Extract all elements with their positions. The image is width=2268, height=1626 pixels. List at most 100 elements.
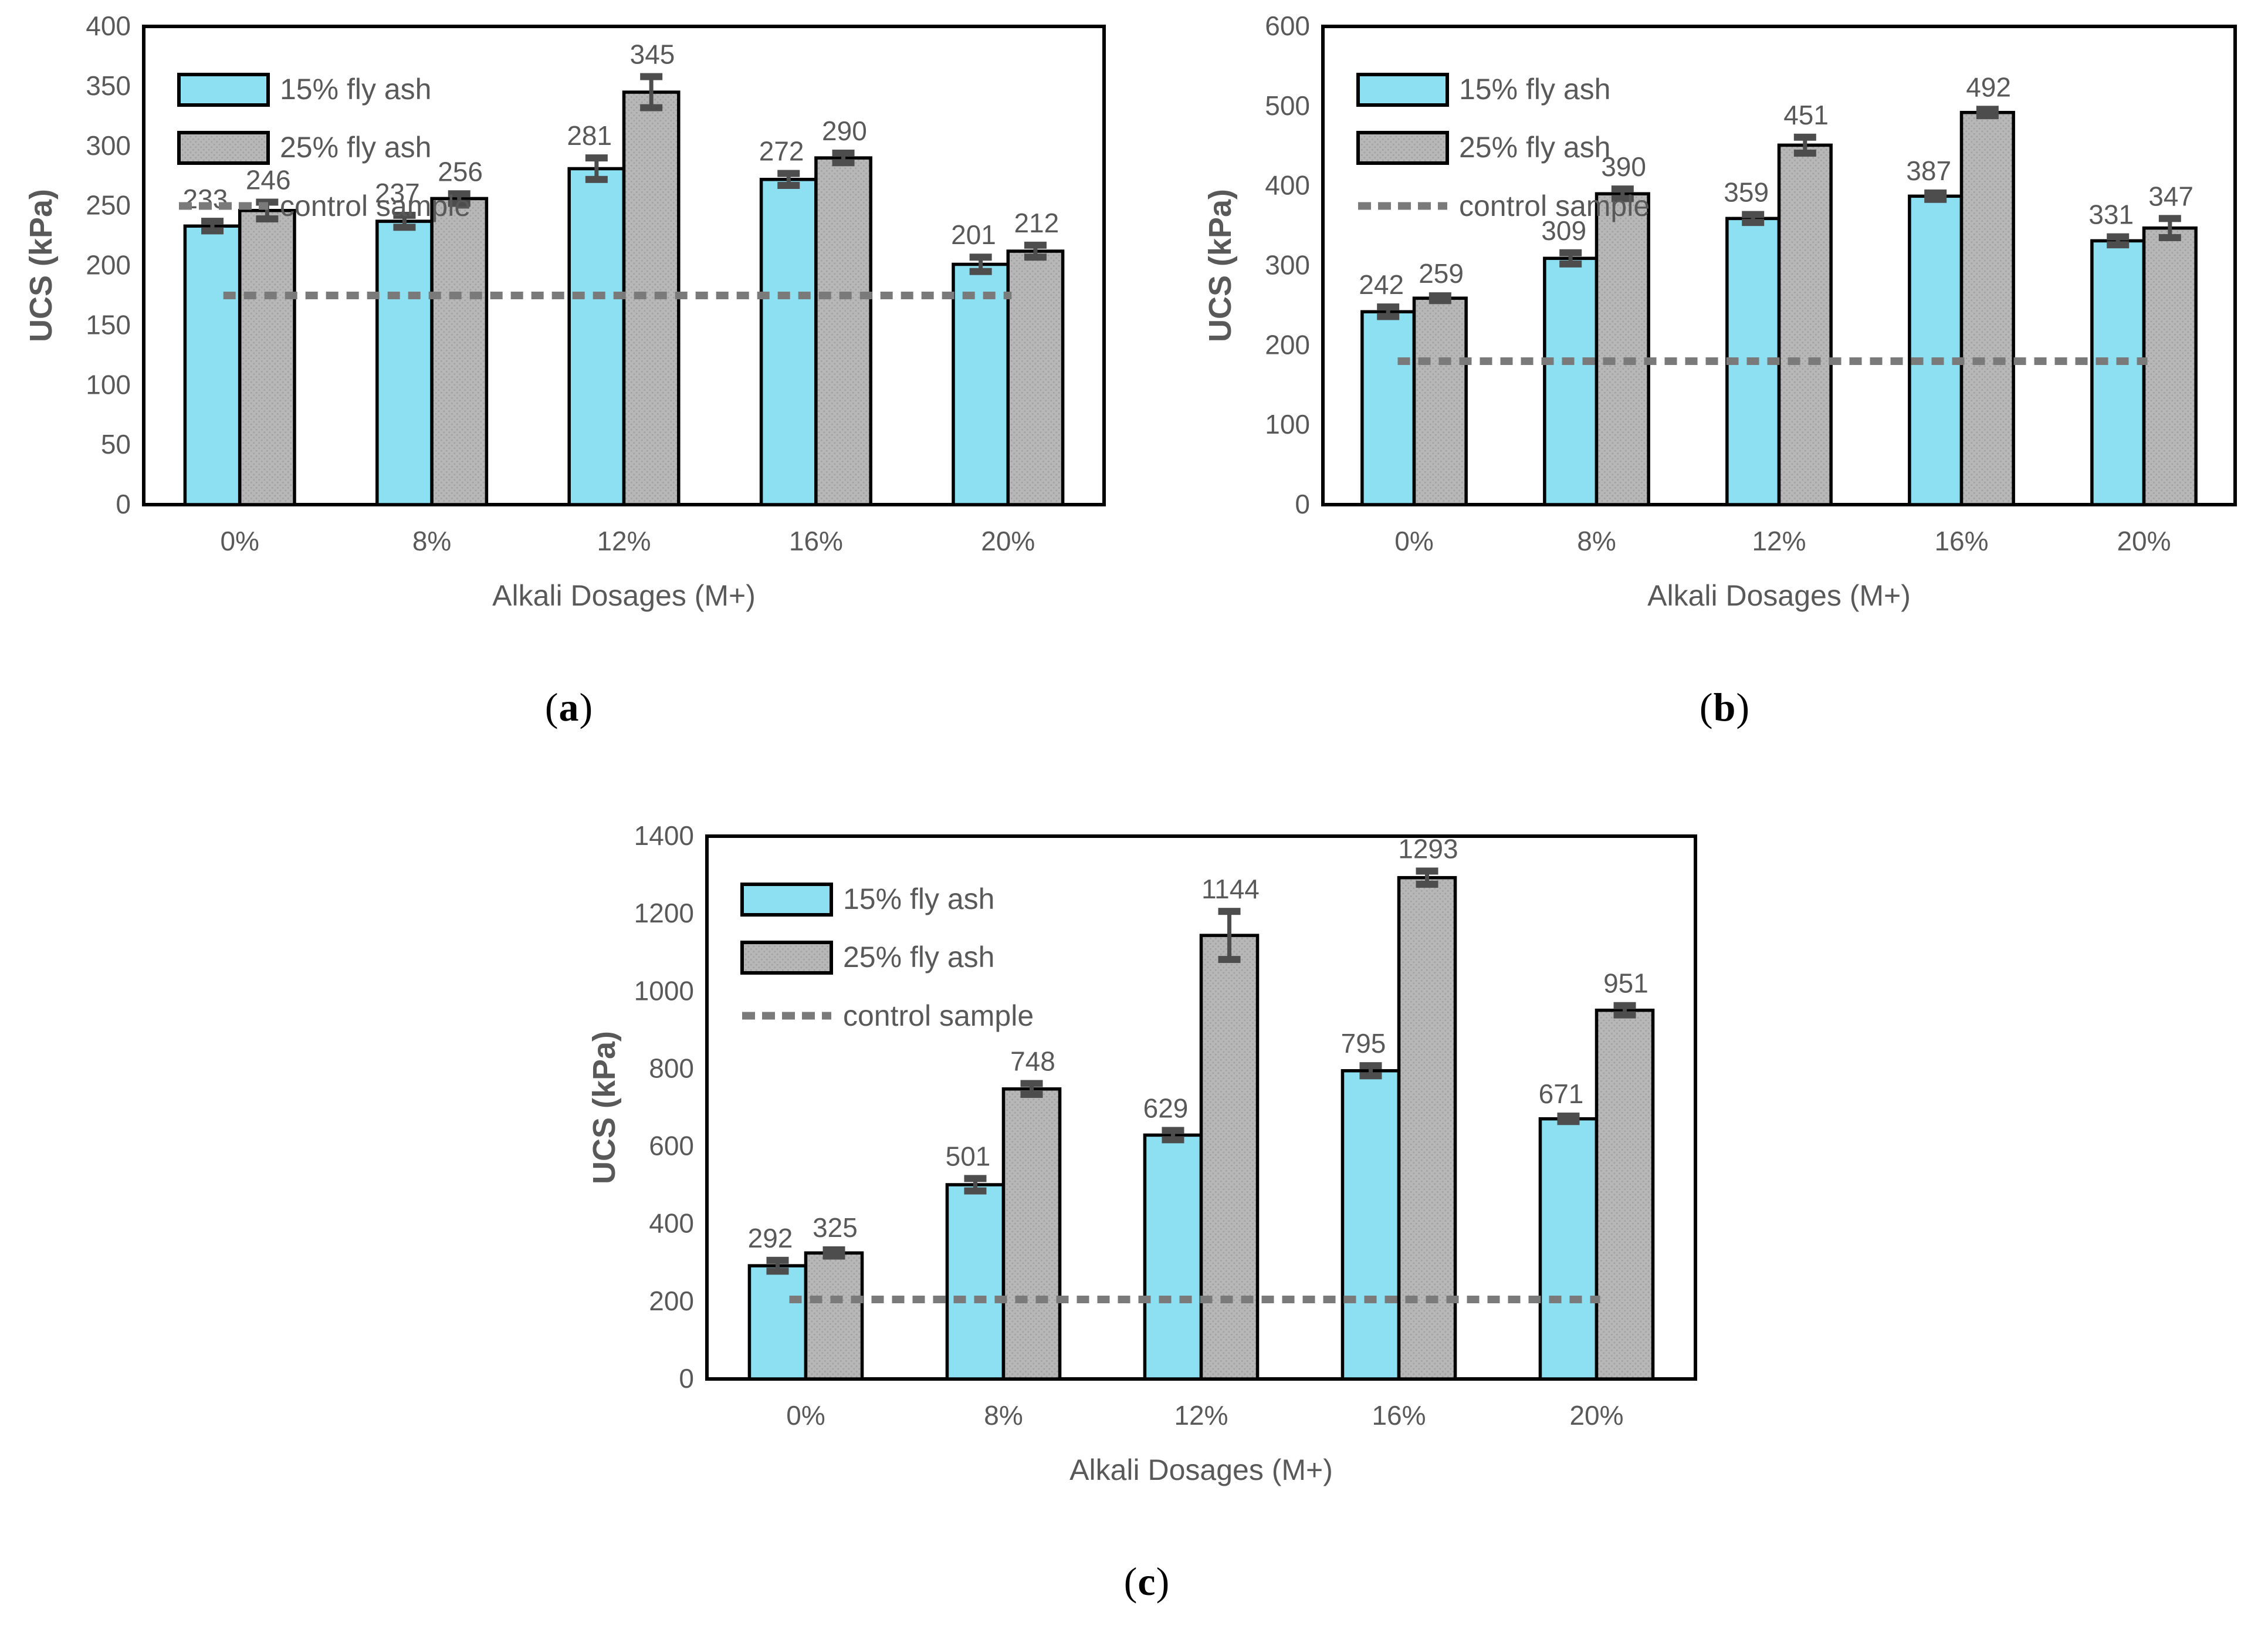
x-tick-label: 20% xyxy=(2117,526,2171,556)
y-tick-label: 300 xyxy=(1265,250,1310,280)
bar-value-label: 492 xyxy=(1966,72,2011,102)
bar-15-fly-ash-12% xyxy=(1143,1133,1203,1381)
bar-value-label: 1293 xyxy=(1398,833,1458,864)
chart-panel-c: 0 200 400 600 800 1000 1200 1400 292 501 629 795 671… xyxy=(581,816,1713,1605)
y-tick-label: 300 xyxy=(86,130,131,161)
legend-item-15-fly-ash: 15% fly ash xyxy=(177,73,431,107)
bar-value-label: 387 xyxy=(1906,155,1951,186)
x-tick-label: 0% xyxy=(786,1400,825,1431)
error-bar xyxy=(585,154,608,183)
y-tick-label: 400 xyxy=(649,1208,694,1239)
chart-a-caption: (a) xyxy=(545,684,593,731)
error-bar xyxy=(640,73,663,111)
y-tick-label: 0 xyxy=(1295,489,1310,519)
error-bar xyxy=(1742,211,1765,227)
legend-swatch xyxy=(740,941,833,975)
y-tick-label: 800 xyxy=(649,1053,694,1083)
error-bar xyxy=(1559,249,1582,268)
bar-value-label: 290 xyxy=(822,116,867,146)
bar-15-fly-ash-16% xyxy=(1341,1069,1401,1381)
legend-item-control-sample: control sample xyxy=(1358,190,1650,222)
bar-value-label: 292 xyxy=(748,1223,793,1253)
bar-25-fly-ash-16% xyxy=(1959,110,2015,506)
caption-paren-open: ( xyxy=(1699,685,1714,729)
caption-paren-open: ( xyxy=(1123,1559,1138,1604)
bar-value-label: 325 xyxy=(813,1212,858,1243)
bar-15-fly-ash-20% xyxy=(2090,239,2146,506)
bar-25-fly-ash-16% xyxy=(1397,875,1457,1381)
chart-panel-a: 0 50 100 150 200 250 300 350 400 233 237 281 272 201 2… xyxy=(18,6,1121,731)
y-tick-label: 350 xyxy=(86,70,131,101)
caption-letter: c xyxy=(1138,1559,1156,1604)
bar-value-label: 359 xyxy=(1724,177,1769,208)
y-tick-label: 250 xyxy=(86,190,131,221)
error-bar xyxy=(1218,908,1241,964)
bar-value-label: 246 xyxy=(246,165,291,195)
legend-swatch xyxy=(1356,73,1449,107)
legend-label: control sample xyxy=(843,999,1034,1032)
bar-25-fly-ash-12% xyxy=(1777,143,1833,506)
legend-swatch xyxy=(177,131,270,165)
y-tick-label: 50 xyxy=(101,429,131,459)
y-axis-title: UCS (kPa) xyxy=(587,1031,622,1184)
x-tick-label: 8% xyxy=(412,526,451,556)
x-tick-label: 20% xyxy=(1569,1400,1623,1431)
y-tick-label: 1200 xyxy=(634,898,694,928)
bar-value-label: 242 xyxy=(1359,269,1404,300)
y-tick-label: 200 xyxy=(86,250,131,280)
bar-25-fly-ash-0% xyxy=(1412,296,1468,506)
bar-15-fly-ash-8% xyxy=(375,219,434,506)
chart-c-caption: (c) xyxy=(1124,1559,1170,1605)
bar-value-label: 748 xyxy=(1010,1046,1055,1077)
bar-25-fly-ash-8% xyxy=(430,197,489,506)
legend-item-15-fly-ash: 15% fly ash xyxy=(1356,73,1610,107)
error-bar xyxy=(1359,1062,1382,1080)
bar-15-fly-ash-16% xyxy=(759,178,818,506)
chart-b-caption: (b) xyxy=(1700,684,1750,731)
error-bar xyxy=(201,218,224,235)
legend-swatch xyxy=(740,883,833,917)
y-tick-label: 600 xyxy=(1265,11,1310,41)
legend-label: 15% fly ash xyxy=(843,883,994,915)
bar-25-fly-ash-12% xyxy=(622,90,681,506)
bar-15-fly-ash-0% xyxy=(747,1264,808,1381)
bar-value-label: 795 xyxy=(1341,1028,1386,1059)
error-bar xyxy=(1416,867,1438,888)
bar-15-fly-ash-0% xyxy=(1360,310,1416,506)
bar-value-label: 1144 xyxy=(1201,874,1260,904)
legend-label: control sample xyxy=(280,190,470,222)
error-bar xyxy=(1613,1002,1636,1019)
bar-value-label: 347 xyxy=(2148,181,2193,211)
error-bar xyxy=(393,211,416,231)
x-axis-title: Alkali Dosages (M+) xyxy=(1647,579,1911,612)
error-bar xyxy=(822,1246,845,1260)
legend-label: 25% fly ash xyxy=(843,941,994,973)
y-axis-title: UCS (kPa) xyxy=(1203,189,1238,342)
y-tick-label: 600 xyxy=(649,1131,694,1161)
bar-value-label: 501 xyxy=(946,1141,991,1171)
x-tick-label: 12% xyxy=(597,526,651,556)
legend-label: 25% fly ash xyxy=(280,131,431,164)
x-tick-label: 0% xyxy=(220,526,259,556)
caption-letter: a xyxy=(558,685,580,729)
bar-15-fly-ash-8% xyxy=(1543,256,1599,506)
caption-paren-close: ) xyxy=(579,685,594,729)
error-bar xyxy=(1024,241,1047,261)
legend-label: 15% fly ash xyxy=(1459,73,1610,106)
error-bar xyxy=(1428,292,1451,305)
legend-item-15-fly-ash: 15% fly ash xyxy=(740,883,994,917)
legend-item-25-fly-ash: 25% fly ash xyxy=(177,131,431,165)
legend-label: 15% fly ash xyxy=(280,73,431,106)
caption-paren-close: ) xyxy=(1156,1559,1170,1604)
y-tick-label: 100 xyxy=(86,369,131,400)
bar-value-label: 259 xyxy=(1419,258,1464,289)
bar-25-fly-ash-8% xyxy=(1595,192,1650,506)
y-tick-label: 200 xyxy=(649,1286,694,1316)
y-tick-label: 1400 xyxy=(634,820,694,851)
y-tick-label: 200 xyxy=(1265,329,1310,360)
error-bar xyxy=(1162,1127,1184,1144)
chart-c-canvas: 0 200 400 600 800 1000 1200 1400 292 501 629 795 671… xyxy=(587,820,1697,1486)
error-bar xyxy=(1377,303,1400,320)
